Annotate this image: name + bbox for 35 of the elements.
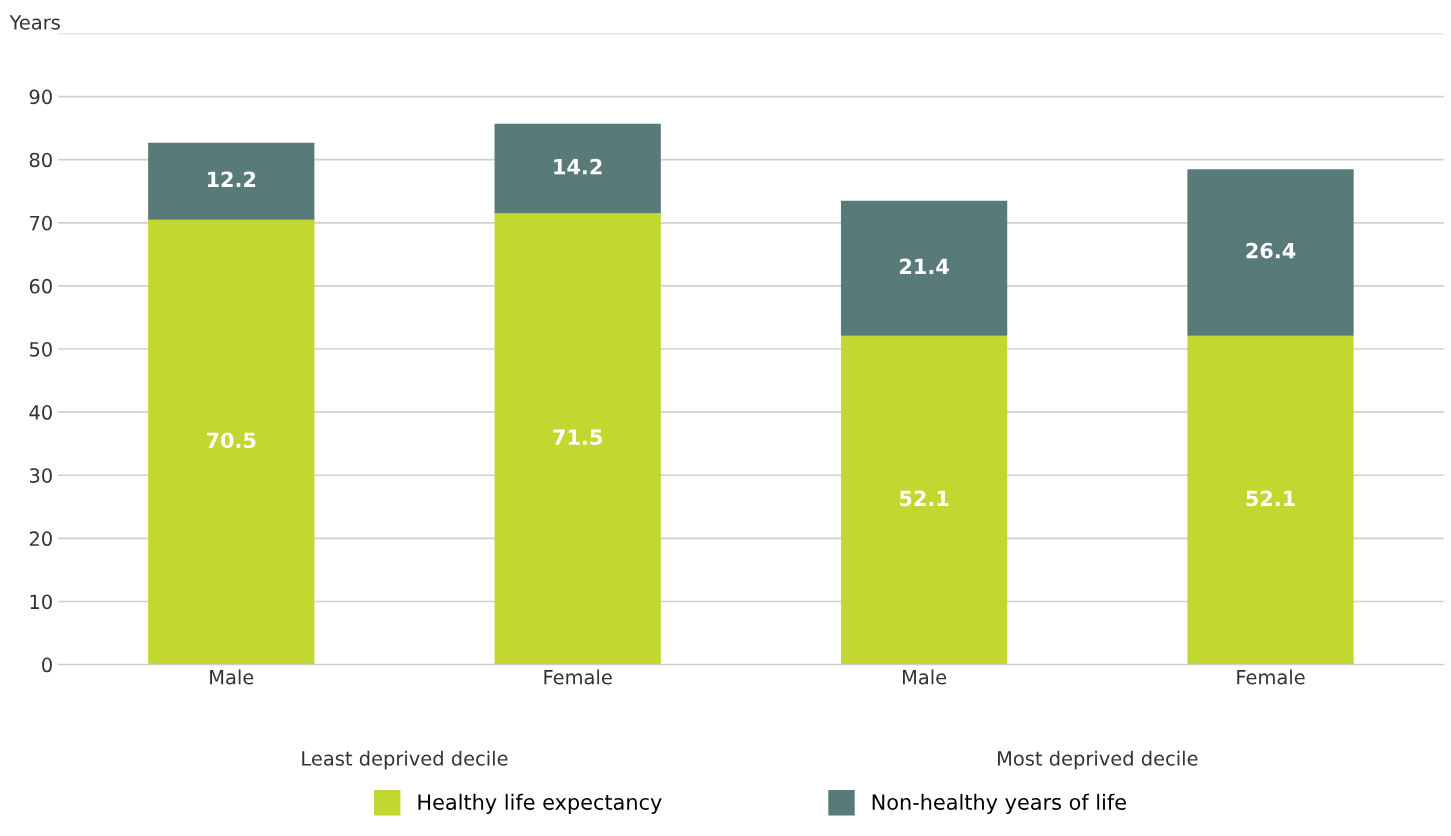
bar: [1187, 169, 1354, 336]
legend-label: Non-healthy years of life: [872, 793, 1126, 814]
text: Least deprived decile: [302, 750, 508, 770]
bar: [494, 123, 661, 214]
x-tick-label: Male: [210, 669, 254, 685]
x-tick-label: Male: [902, 669, 947, 685]
x-tick-label: Female: [1237, 669, 1305, 685]
y-tick-label: 20: [29, 531, 52, 547]
bar: [840, 335, 1008, 665]
y-tick-label: 50: [29, 341, 52, 357]
y-tick-label: 10: [30, 594, 52, 610]
y-tick-label: 0: [42, 657, 52, 673]
x-tick-label: Female: [544, 669, 612, 685]
bar: [148, 142, 315, 220]
bar: [840, 200, 1008, 336]
data-label: 52.1: [1246, 490, 1295, 507]
legend-label: Healthy life expectancy: [418, 793, 662, 814]
data-label: 12.2: [207, 171, 256, 187]
y-tick-label: 90: [29, 89, 52, 105]
bar: [1187, 335, 1354, 665]
y-axis-title: Years: [9, 15, 60, 30]
data-label: 52.1: [900, 490, 949, 507]
data-label: 70.5: [206, 432, 256, 449]
y-tick-label: 60: [29, 278, 52, 294]
y-tick-label: 40: [29, 405, 52, 420]
y-tick-label: 30: [29, 468, 52, 483]
bar: [148, 219, 315, 665]
data-label: 71.5: [553, 429, 602, 446]
data-label: 14.2: [554, 158, 602, 175]
y-tick-label: 70: [30, 215, 52, 231]
y-tick-label: 80: [29, 152, 52, 168]
data-label: 26.4: [1246, 242, 1296, 259]
bar: [494, 213, 661, 665]
data-label: 21.4: [900, 258, 949, 274]
text: Most deprived decile: [998, 750, 1198, 770]
